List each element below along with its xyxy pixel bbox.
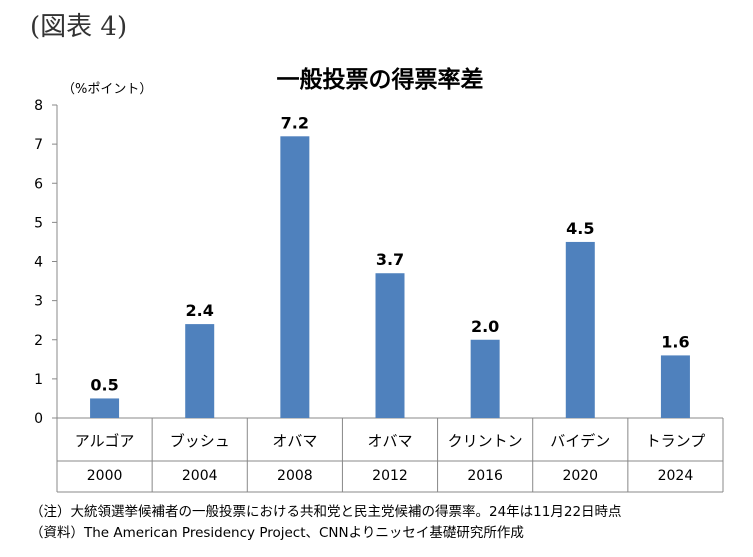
y-tick-label: 1	[34, 372, 43, 388]
category-name-label: トランプ	[646, 432, 706, 450]
category-name-label: オバマ	[272, 432, 317, 450]
data-label: 1.6	[661, 332, 689, 351]
category-year-label: 2016	[467, 468, 503, 484]
y-tick-label: 7	[34, 137, 43, 153]
y-tick-label: 2	[34, 333, 43, 349]
y-tick-label: 6	[34, 176, 43, 192]
category-year-label: 2024	[658, 468, 694, 484]
figure-label: (図表 4)	[30, 12, 128, 42]
y-tick-label: 5	[34, 215, 43, 231]
bar	[90, 398, 120, 418]
category-year-label: 2000	[87, 468, 123, 484]
category-year-label: 2008	[277, 468, 313, 484]
bar	[375, 273, 405, 418]
bar	[565, 241, 595, 418]
data-label: 2.0	[471, 317, 499, 336]
y-tick-label: 4	[34, 255, 43, 271]
bar	[660, 355, 690, 418]
y-axis-unit-label: （%ポイント）	[62, 82, 153, 97]
data-label: 7.2	[281, 113, 309, 132]
category-year-label: 2020	[562, 468, 598, 484]
bar	[470, 339, 500, 418]
category-year-label: 2004	[182, 468, 218, 484]
y-tick-label: 0	[34, 411, 43, 427]
data-label: 2.4	[186, 301, 214, 320]
bar	[185, 324, 215, 418]
chart-title: 一般投票の得票率差	[276, 67, 484, 93]
category-name-label: オバマ	[367, 432, 412, 450]
data-label: 4.5	[566, 219, 594, 238]
footnote-source: （資料）The American Presidency Project、CNNよ…	[30, 525, 524, 541]
y-tick-label: 8	[34, 98, 43, 114]
category-name-label: アルゴア	[75, 432, 135, 450]
data-label: 3.7	[376, 250, 404, 269]
y-tick-label: 3	[34, 294, 43, 310]
category-year-label: 2012	[372, 468, 408, 484]
category-name-label: クリントン	[448, 432, 523, 450]
data-label: 0.5	[90, 375, 118, 394]
category-name-label: バイデン	[550, 432, 610, 450]
bar	[280, 136, 310, 419]
category-name-label: ブッシュ	[170, 432, 230, 450]
footnote-note: （注）大統領選挙候補者の一般投票における共和党と民主党候補の得票率。24年は11…	[30, 504, 622, 520]
